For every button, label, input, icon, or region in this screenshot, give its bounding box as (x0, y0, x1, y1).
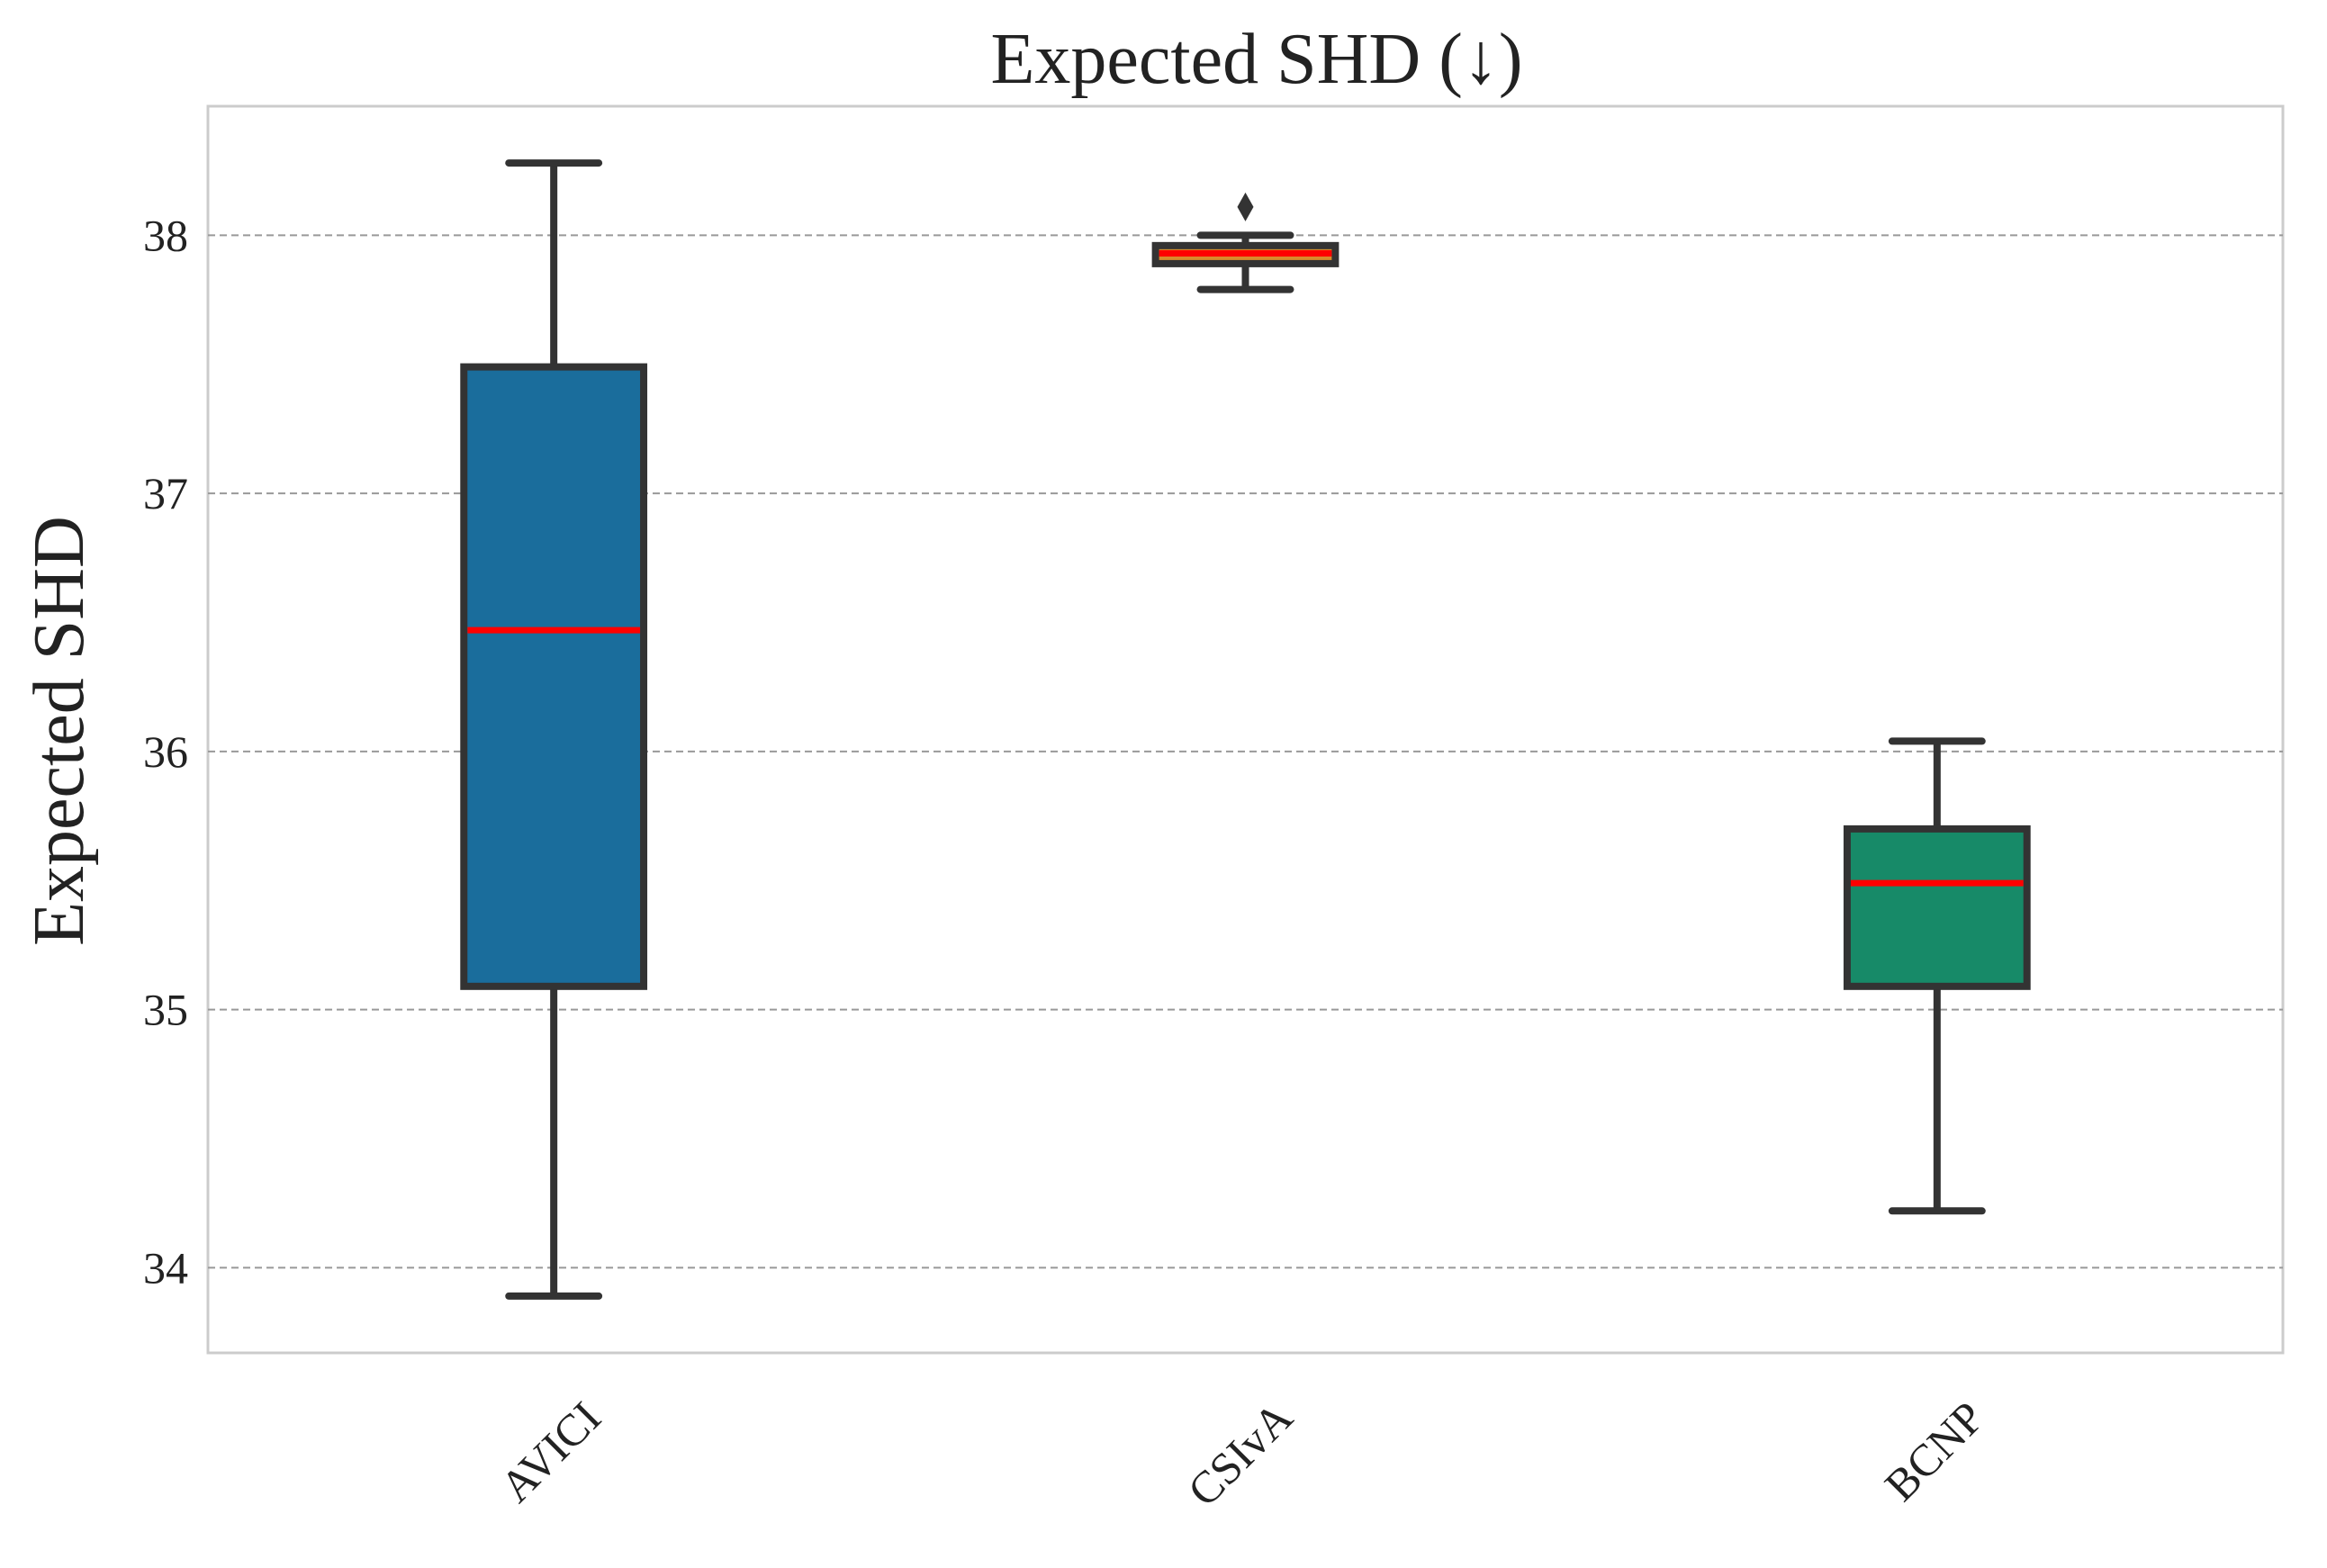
x-tick-label: BCNP (1875, 1392, 1994, 1510)
box-body (1843, 825, 2031, 990)
y-axis-label: Expected SHD (20, 516, 99, 946)
box-body (460, 363, 648, 990)
chart-title: Expected SHD (↓) (991, 20, 1523, 99)
x-tick-label: CSIvA (1177, 1392, 1302, 1516)
y-tick-label: 38 (143, 210, 188, 260)
y-tick-label: 36 (143, 726, 188, 777)
y-tick-label: 37 (143, 468, 188, 518)
x-tick-labels: AVICI CSIvA BCNP (491, 1392, 1994, 1516)
y-tick-label: 35 (143, 985, 188, 1035)
box-group (1151, 192, 1339, 293)
y-tick-label: 34 (143, 1242, 188, 1293)
outlier-point (1237, 192, 1254, 221)
box-group (460, 159, 648, 1300)
boxes (460, 159, 2031, 1300)
box-group (1843, 737, 2031, 1215)
x-tick-label: AVICI (491, 1392, 610, 1511)
y-tick-labels: 34 35 36 37 38 (143, 210, 188, 1293)
